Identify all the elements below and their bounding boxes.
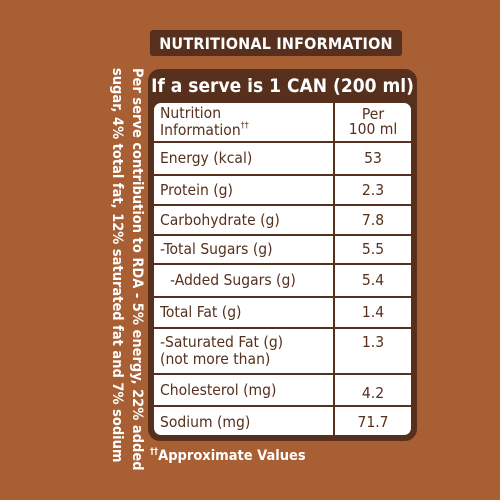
- table-row: Cholesterol (mg) 4.2: [154, 375, 411, 407]
- row-label: Total Fat (g): [160, 303, 242, 321]
- column-divider: [333, 103, 335, 435]
- header-label-sup: ††: [240, 121, 249, 131]
- rda-side-note: Per serve contribution to RDA - 5% energ…: [105, 68, 147, 471]
- rda-note-line-2: sugar, 4% total fat, 12% saturated fat a…: [109, 68, 125, 463]
- nutrition-table: Nutrition Information†† Per 100 ml Energ…: [153, 102, 412, 436]
- row-label: Cholesterol (mg): [160, 380, 277, 399]
- row-label-line-1: -Saturated Fat (g): [160, 333, 284, 351]
- row-value: 4.2: [361, 384, 385, 402]
- nutrition-title: NUTRITIONAL INFORMATION: [159, 33, 393, 53]
- header-value-line-2: 100 ml: [348, 120, 398, 138]
- table-row: Protein (g) 2.3: [154, 176, 411, 206]
- row-label: Protein (g): [160, 180, 233, 199]
- row-label: Carbohydrate (g): [160, 210, 280, 229]
- table-row: -Added Sugars (g) 5.4: [154, 265, 411, 298]
- footnote-sup: ††: [150, 447, 159, 457]
- row-value: 71.7: [357, 412, 389, 431]
- row-value: 2.3: [361, 180, 385, 199]
- table-row: -Saturated Fat (g) (not more than) 1.3: [154, 329, 411, 375]
- row-label: Energy (kcal): [160, 149, 253, 167]
- header-value-line-1: Per: [361, 105, 385, 123]
- row-value: 1.4: [361, 303, 385, 321]
- table-row: Sodium (mg) 71.7: [154, 407, 411, 435]
- footnote-text: Approximate Values: [158, 448, 306, 464]
- serve-title: If a serve is 1 CAN (200 ml): [151, 75, 414, 97]
- table-header-row: Nutrition Information†† Per 100 ml: [154, 103, 411, 143]
- row-label: -Added Sugars (g): [170, 271, 296, 289]
- nutrition-title-banner: NUTRITIONAL INFORMATION: [150, 30, 402, 56]
- header-label-line-1: Nutrition: [160, 104, 222, 122]
- header-value-cell: Per 100 ml: [335, 103, 411, 141]
- header-label-line-2-wrap: Information††: [160, 122, 332, 139]
- row-value: 5.5: [361, 240, 385, 258]
- row-value: 7.8: [361, 210, 385, 229]
- header-label-cell: Nutrition Information††: [160, 103, 332, 141]
- table-row: Total Fat (g) 1.4: [154, 298, 411, 329]
- table-row: Carbohydrate (g) 7.8: [154, 206, 411, 236]
- table-row: -Total Sugars (g) 5.5: [154, 236, 411, 265]
- row-label: Sodium (mg): [160, 412, 251, 431]
- table-row: Energy (kcal) 53: [154, 143, 411, 176]
- rda-note-line-1: Per serve contribution to RDA - 5% energ…: [129, 68, 145, 471]
- row-value: 53: [364, 149, 382, 167]
- row-value: 1.3: [361, 333, 385, 351]
- row-label: -Total Sugars (g): [160, 240, 273, 258]
- row-label: -Saturated Fat (g) (not more than): [160, 329, 332, 373]
- footnote: ††Approximate Values: [150, 447, 306, 465]
- row-label-line-2: (not more than): [160, 350, 271, 368]
- header-label-line-2: Information: [160, 121, 241, 139]
- row-value: 5.4: [361, 271, 385, 289]
